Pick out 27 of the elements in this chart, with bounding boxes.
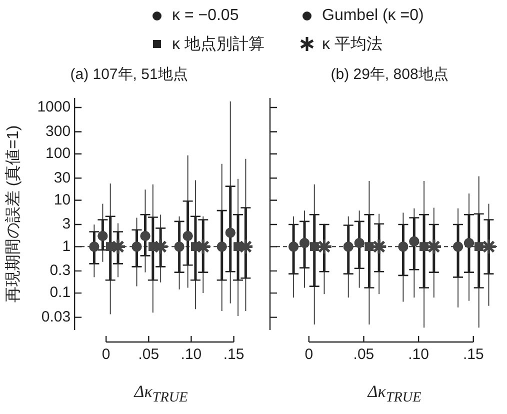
x-tick-label: .15: [223, 346, 244, 364]
x-tick-label: .05: [353, 346, 374, 364]
legend-label: Gumbel (κ =0): [322, 7, 424, 25]
legend-label: κ = −0.05: [172, 7, 239, 25]
x-tick-label: .10: [408, 346, 429, 364]
chart-title: (a) 107年, 51地点: [70, 66, 188, 84]
y-tick-label: 30: [54, 169, 71, 186]
y-tick-label: 0.1: [50, 284, 71, 302]
y-tick-label: 3: [62, 216, 71, 233]
y-tick-label: 1: [62, 238, 71, 255]
y-tick-label: 100: [46, 145, 71, 162]
legend-label: κ 平均法: [322, 34, 382, 54]
x-tick-label: 0: [102, 346, 110, 364]
y-tick-label: 1000: [37, 98, 71, 116]
y-axis-title: 再現期間の誤差 (真値=1): [4, 125, 22, 303]
x-tick-label: .05: [138, 346, 160, 364]
x-tick-label: .15: [462, 346, 484, 364]
y-tick-label: 0.3: [50, 262, 71, 280]
y-tick-label: 0.03: [41, 308, 71, 326]
x-tick-label: .10: [180, 346, 202, 364]
x-axis-title: Δκ$_{TRUE}$: [366, 382, 422, 406]
x-tick-label: 0: [304, 346, 314, 364]
y-tick-label: 300: [46, 122, 71, 140]
x-axis-title: Δκ$_{TRUE}$: [132, 382, 189, 406]
chart-title: (b) 29年, 808地点: [330, 66, 448, 84]
legend-label: κ 地点別計算: [172, 34, 264, 54]
y-tick-label: 10: [54, 191, 71, 208]
